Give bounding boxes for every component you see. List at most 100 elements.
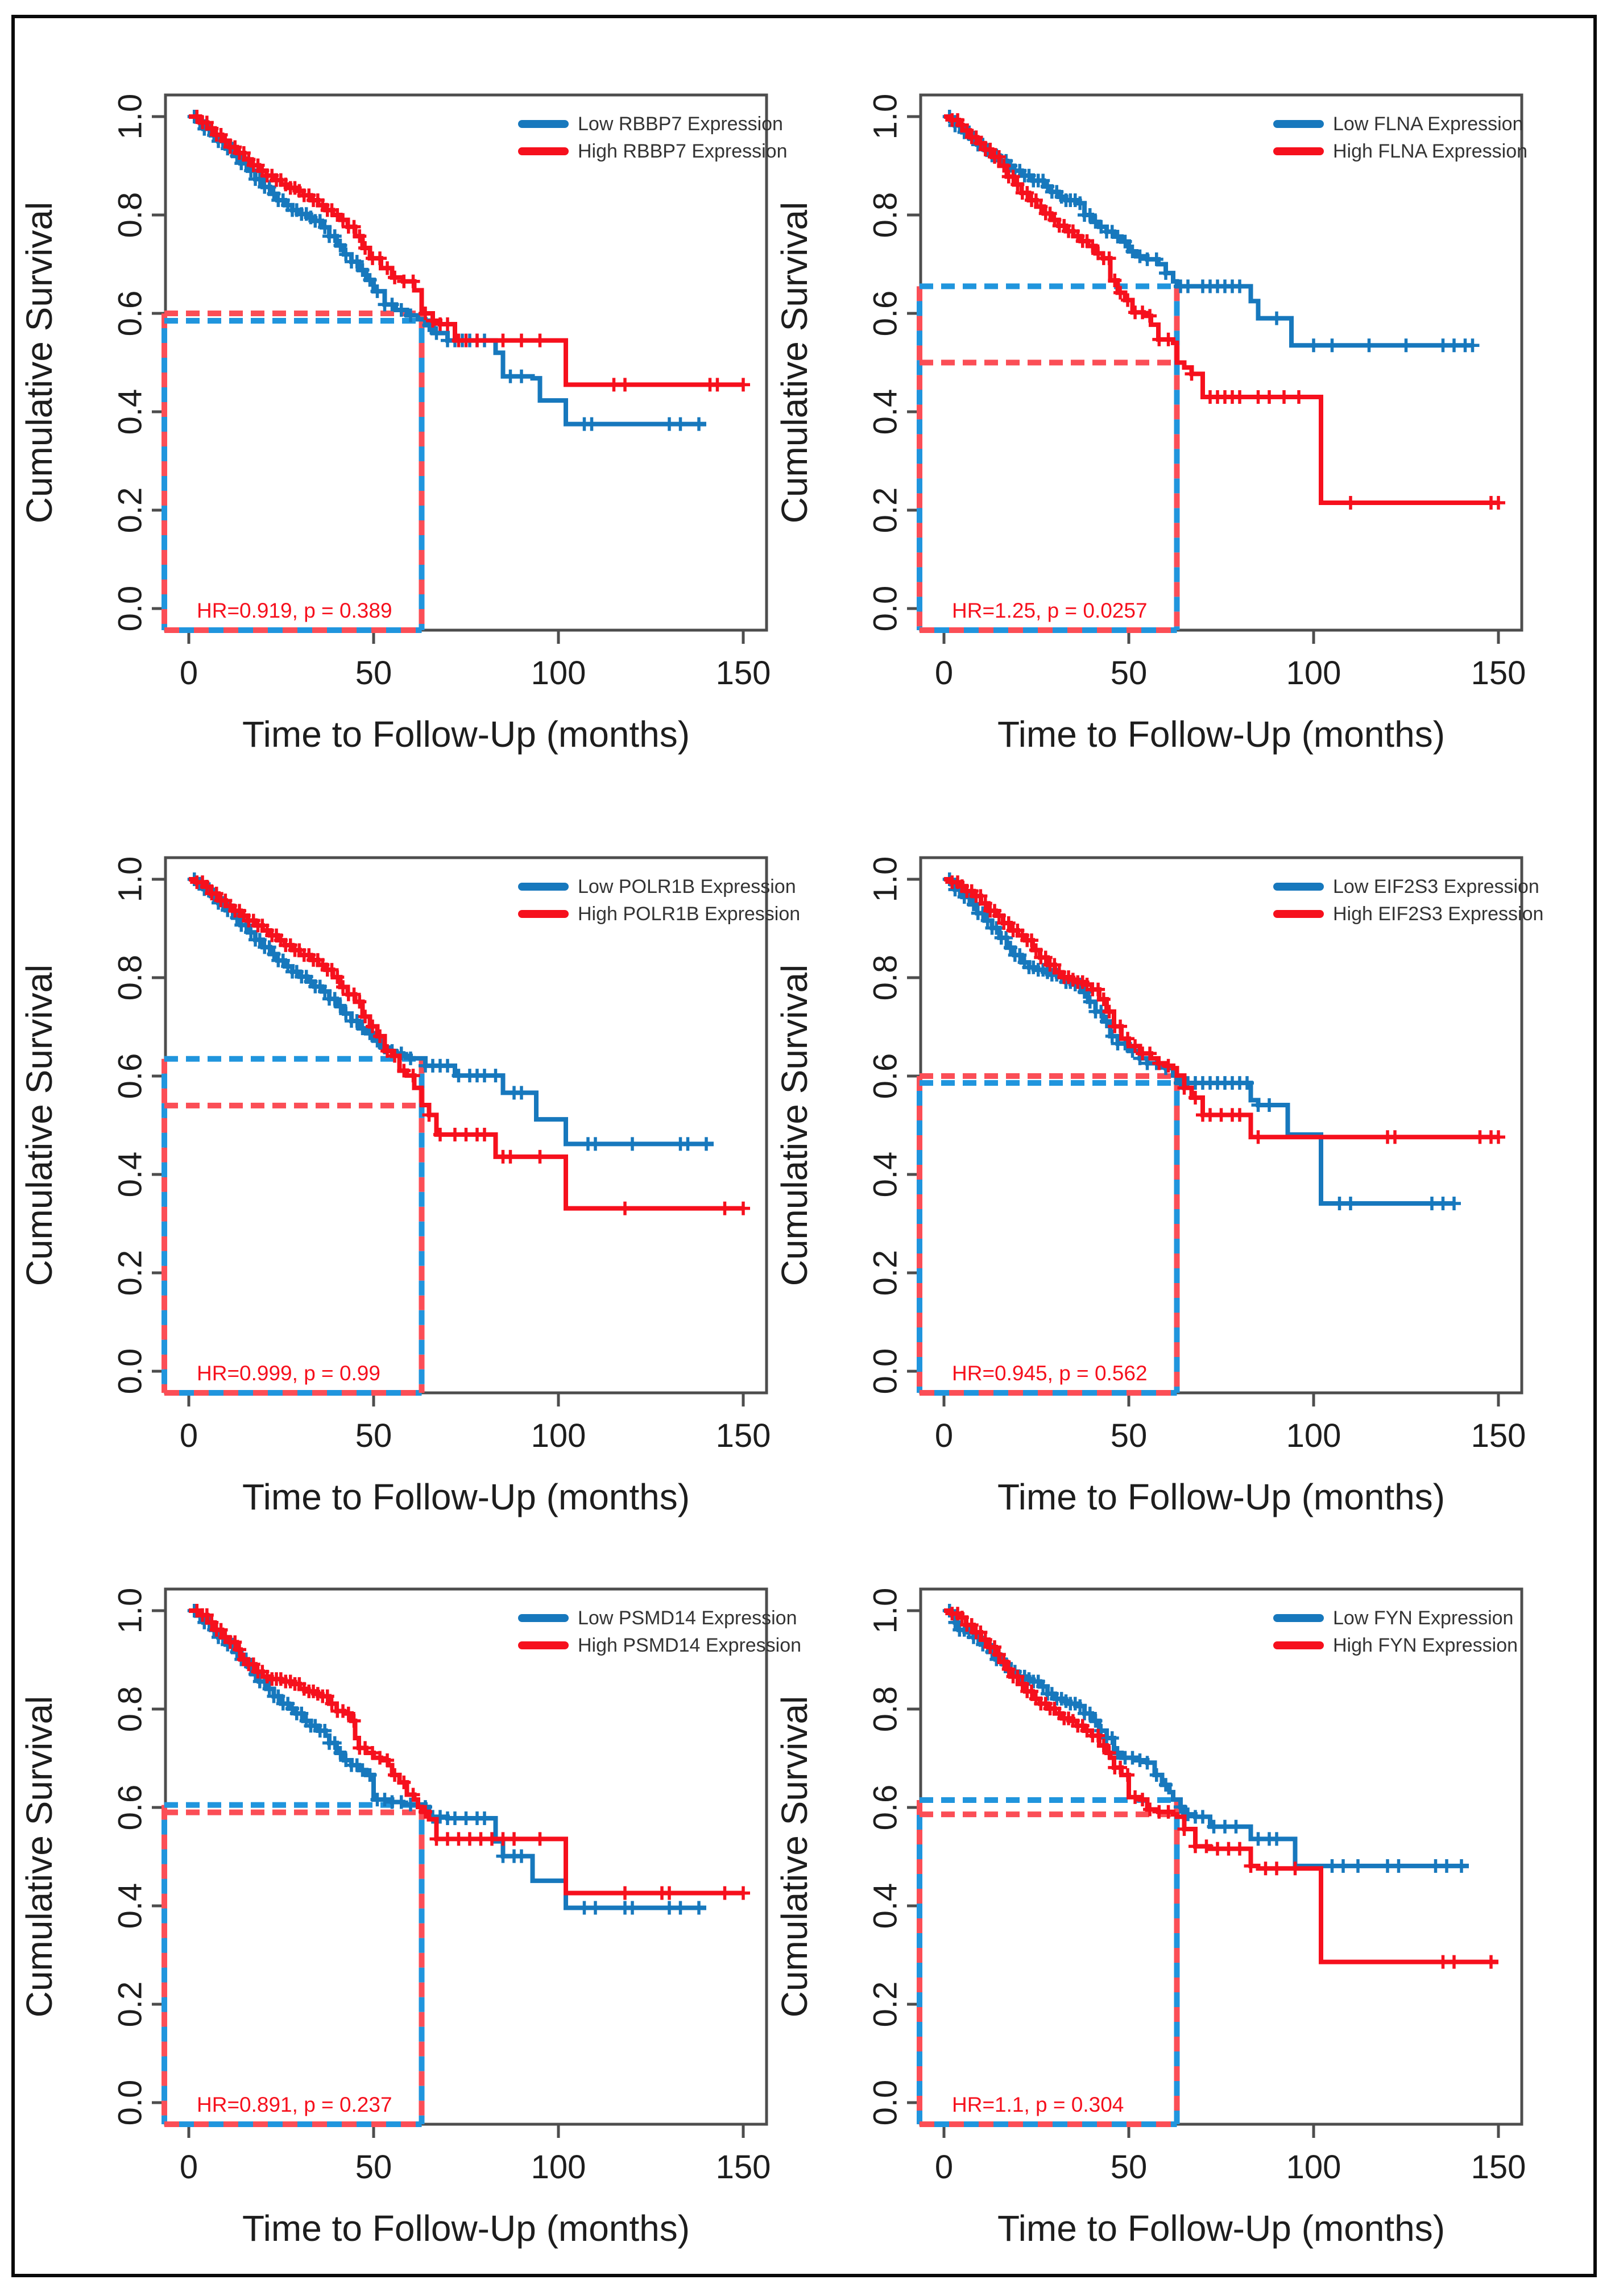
x-tick-label: 100 xyxy=(531,2149,586,2186)
censor-marks-high xyxy=(945,1607,1498,1969)
x-axis-title: Time to Follow-Up (months) xyxy=(997,714,1445,755)
y-tick-label: 0.2 xyxy=(111,1981,148,2028)
x-tick-label: 150 xyxy=(716,655,771,692)
x-tick-label: 50 xyxy=(355,1417,392,1454)
y-tick-label: 0.4 xyxy=(867,389,904,435)
survival-curve-high xyxy=(944,1608,1498,1964)
censor-marks-high xyxy=(190,1604,750,1900)
x-axis-title: Time to Follow-Up (months) xyxy=(242,714,690,755)
legend-label: Low RBBP7 Expression xyxy=(578,113,783,135)
y-tick-label: 0.6 xyxy=(867,291,904,337)
legend-label: Low POLR1B Expression xyxy=(578,876,796,897)
y-tick-label: 0.4 xyxy=(111,389,148,435)
legend-label: High EIF2S3 Expression xyxy=(1333,903,1543,925)
hr-pvalue-annotation: HR=0.945, p = 0.562 xyxy=(952,1362,1148,1385)
km-panel-rbbp7: 0 50 100 150 0.0 0.2 0.4 0.6 0.8 1.0 Time to Follo… xyxy=(19,93,788,755)
legend-label: Low EIF2S3 Expression xyxy=(1333,876,1539,897)
y-tick-label: 0.4 xyxy=(111,1883,148,1929)
x-tick-label: 100 xyxy=(1286,1417,1341,1454)
censor-marks-high xyxy=(945,113,1505,510)
y-tick-label: 0.6 xyxy=(867,1785,904,1831)
legend-label: High PSMD14 Expression xyxy=(578,1635,801,1656)
y-axis-title: Cumulative Survival xyxy=(774,965,815,1286)
x-tick-label: 0 xyxy=(180,655,198,692)
y-axis-title: Cumulative Survival xyxy=(774,202,815,524)
survival-curve-low xyxy=(944,877,1454,1206)
censor-marks-high xyxy=(945,875,1505,1144)
legend: Low PSMD14 Expression High PSMD14 Express… xyxy=(518,1607,801,1656)
y-tick-label: 0.0 xyxy=(867,586,904,632)
km-panel-fyn: 0 50 100 150 0.0 0.2 0.4 0.6 0.8 1.0 Time to Follo… xyxy=(774,1587,1526,2249)
x-tick-label: 150 xyxy=(716,1417,771,1454)
y-tick-label: 0.2 xyxy=(867,1981,904,2028)
y-tick-label: 0.8 xyxy=(867,192,904,238)
y-tick-label: 0.2 xyxy=(867,487,904,533)
hr-pvalue-annotation: HR=0.919, p = 0.389 xyxy=(197,599,392,622)
x-tick-label: 100 xyxy=(1286,655,1341,692)
y-tick-label: 1.0 xyxy=(867,1588,904,1634)
y-tick-label: 0.4 xyxy=(867,1883,904,1929)
legend: Low FYN Expression High FYN Expression xyxy=(1273,1607,1518,1656)
y-tick-label: 0.0 xyxy=(111,1348,148,1395)
km-panel-polr1b: 0 50 100 150 0.0 0.2 0.4 0.6 0.8 1.0 Time to Follo… xyxy=(19,856,800,1517)
x-tick-label: 150 xyxy=(1471,1417,1526,1454)
legend-label: High FLNA Expression xyxy=(1333,140,1527,162)
x-tick-label: 150 xyxy=(1471,2149,1526,2186)
censor-marks-high xyxy=(190,875,750,1215)
y-tick-label: 0.6 xyxy=(111,1785,148,1831)
y-tick-label: 0.0 xyxy=(867,1348,904,1395)
x-tick-label: 50 xyxy=(1111,2149,1148,2186)
x-tick-label: 0 xyxy=(180,1417,198,1454)
y-tick-label: 0.0 xyxy=(867,2080,904,2126)
censor-marks-low xyxy=(187,110,706,431)
x-tick-label: 150 xyxy=(1471,655,1526,692)
y-tick-label: 0.2 xyxy=(111,487,148,533)
x-tick-label: 100 xyxy=(531,1417,586,1454)
x-tick-label: 150 xyxy=(716,2149,771,2186)
y-tick-label: 0.4 xyxy=(867,1152,904,1198)
y-axis-title: Cumulative Survival xyxy=(19,965,60,1286)
hr-pvalue-annotation: HR=0.999, p = 0.99 xyxy=(197,1362,380,1385)
legend: Low RBBP7 Expression High RBBP7 Expressio… xyxy=(518,113,788,162)
x-axis-title: Time to Follow-Up (months) xyxy=(242,2208,690,2249)
legend-label: Low FYN Expression xyxy=(1333,1607,1513,1629)
x-tick-label: 0 xyxy=(935,1417,953,1454)
y-tick-label: 0.6 xyxy=(111,291,148,337)
x-tick-label: 0 xyxy=(935,655,953,692)
figure-border xyxy=(11,15,1597,2277)
hr-pvalue-annotation: HR=0.891, p = 0.237 xyxy=(197,2093,392,2116)
x-axis-title: Time to Follow-Up (months) xyxy=(242,1476,690,1517)
x-axis-title: Time to Follow-Up (months) xyxy=(997,1476,1445,1517)
y-axis-title: Cumulative Survival xyxy=(774,1696,815,2018)
y-tick-label: 0.2 xyxy=(111,1250,148,1296)
y-tick-label: 0.0 xyxy=(111,586,148,632)
x-tick-label: 0 xyxy=(180,2149,198,2186)
km-panel-psmd14: 0 50 100 150 0.0 0.2 0.4 0.6 0.8 1.0 Time to Follo… xyxy=(19,1587,801,2249)
y-tick-label: 0.8 xyxy=(111,192,148,238)
legend: Low EIF2S3 Expression High EIF2S3 Express… xyxy=(1273,876,1543,925)
y-tick-label: 0.6 xyxy=(111,1053,148,1099)
y-tick-label: 0.0 xyxy=(111,2080,148,2126)
y-tick-label: 0.4 xyxy=(111,1152,148,1198)
legend-label: High RBBP7 Expression xyxy=(578,140,788,162)
y-tick-label: 1.0 xyxy=(111,1588,148,1634)
survival-curve-low xyxy=(189,114,706,427)
censor-marks-low xyxy=(187,872,713,1151)
x-axis-title: Time to Follow-Up (months) xyxy=(997,2208,1445,2249)
y-tick-label: 1.0 xyxy=(867,94,904,140)
censor-marks-low xyxy=(187,1604,706,1915)
hr-pvalue-annotation: HR=1.25, p = 0.0257 xyxy=(952,599,1148,622)
x-tick-label: 0 xyxy=(935,2149,953,2186)
x-tick-label: 100 xyxy=(1286,2149,1341,2186)
x-tick-label: 100 xyxy=(531,655,586,692)
y-tick-label: 0.8 xyxy=(111,1686,148,1732)
x-tick-label: 50 xyxy=(355,655,392,692)
km-panel-eif2s3: 0 50 100 150 0.0 0.2 0.4 0.6 0.8 1.0 Time to Follo… xyxy=(774,856,1543,1517)
x-tick-label: 50 xyxy=(1111,655,1148,692)
y-tick-label: 0.2 xyxy=(867,1250,904,1296)
hr-pvalue-annotation: HR=1.1, p = 0.304 xyxy=(952,2093,1124,2116)
y-axis-title: Cumulative Survival xyxy=(19,1696,60,2018)
y-tick-label: 0.8 xyxy=(867,955,904,1001)
